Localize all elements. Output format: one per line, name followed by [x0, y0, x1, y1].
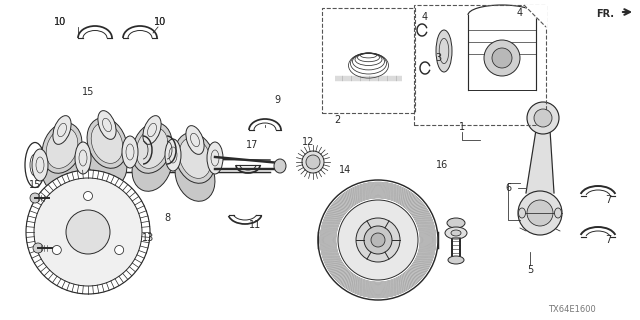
Bar [414, 5, 546, 125]
Circle shape [338, 200, 418, 280]
Ellipse shape [448, 256, 464, 264]
Circle shape [30, 193, 40, 203]
Text: 9: 9 [274, 95, 280, 105]
Ellipse shape [175, 151, 215, 201]
Text: 3: 3 [435, 53, 441, 63]
Circle shape [34, 178, 142, 286]
Ellipse shape [436, 30, 452, 72]
Ellipse shape [122, 136, 138, 168]
Circle shape [26, 170, 150, 294]
Circle shape [115, 245, 124, 254]
Polygon shape [524, 5, 546, 27]
Circle shape [33, 243, 43, 253]
Circle shape [52, 245, 61, 254]
Ellipse shape [32, 149, 48, 181]
Text: 6: 6 [505, 183, 511, 193]
Ellipse shape [42, 123, 82, 173]
Ellipse shape [165, 139, 181, 171]
Text: 15: 15 [29, 180, 41, 190]
Circle shape [527, 102, 559, 134]
Text: 10: 10 [54, 17, 66, 27]
Ellipse shape [136, 128, 168, 168]
Circle shape [484, 40, 520, 76]
Ellipse shape [132, 123, 172, 173]
Ellipse shape [451, 230, 461, 236]
Ellipse shape [91, 123, 123, 164]
Text: 10: 10 [154, 17, 166, 27]
Text: 10: 10 [54, 17, 66, 27]
Text: 15: 15 [82, 87, 94, 97]
Circle shape [364, 226, 392, 254]
Text: 10: 10 [154, 17, 166, 27]
Text: 7: 7 [605, 235, 611, 245]
Circle shape [371, 233, 385, 247]
Text: 4: 4 [517, 8, 523, 18]
Ellipse shape [87, 118, 127, 168]
Ellipse shape [175, 133, 215, 183]
Ellipse shape [143, 116, 161, 144]
Text: 11: 11 [249, 220, 261, 230]
Text: 13: 13 [142, 233, 154, 243]
Ellipse shape [87, 136, 127, 186]
Circle shape [83, 191, 93, 201]
Circle shape [534, 109, 552, 127]
Circle shape [306, 155, 320, 169]
Ellipse shape [274, 159, 286, 173]
Circle shape [518, 191, 562, 235]
Text: 12: 12 [302, 137, 314, 147]
Ellipse shape [207, 142, 223, 174]
Text: 5: 5 [527, 265, 533, 275]
Circle shape [356, 218, 400, 262]
Text: 16: 16 [436, 160, 448, 170]
Ellipse shape [186, 126, 204, 154]
Text: 7: 7 [605, 195, 611, 205]
Text: TX64E1600: TX64E1600 [548, 306, 596, 315]
Text: 17: 17 [246, 140, 258, 150]
Text: 4: 4 [422, 12, 428, 22]
Text: FR.: FR. [596, 9, 614, 19]
Ellipse shape [42, 141, 82, 191]
Ellipse shape [75, 142, 91, 174]
Text: 2: 2 [334, 115, 340, 125]
Ellipse shape [179, 138, 211, 178]
Text: 8: 8 [164, 213, 170, 223]
Circle shape [302, 151, 324, 173]
Ellipse shape [518, 208, 525, 218]
Circle shape [527, 200, 553, 226]
Circle shape [492, 48, 512, 68]
Ellipse shape [554, 208, 561, 218]
Ellipse shape [53, 116, 71, 144]
Text: 1: 1 [459, 122, 465, 132]
Ellipse shape [46, 128, 78, 168]
Ellipse shape [132, 141, 172, 191]
Ellipse shape [98, 111, 116, 139]
Bar [322, 8, 415, 113]
Text: 14: 14 [339, 165, 351, 175]
Ellipse shape [447, 218, 465, 228]
Circle shape [66, 210, 110, 254]
Ellipse shape [445, 227, 467, 239]
Polygon shape [526, 130, 554, 193]
